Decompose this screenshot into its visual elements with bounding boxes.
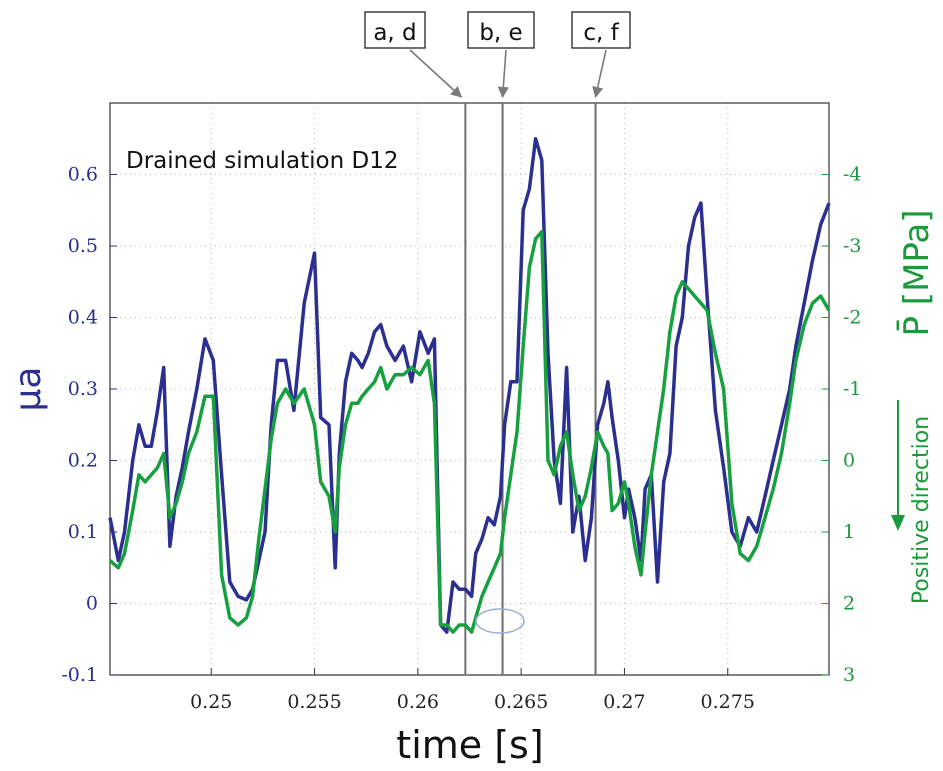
- left-tick-label: 0.3: [68, 378, 98, 400]
- right-axis-ticks: 3 2 1 0 -1 -2 -3 -4: [822, 164, 862, 686]
- right-tick-label: -3: [843, 235, 862, 257]
- right-tick-label: 1: [843, 521, 855, 543]
- right-tick-label: 2: [843, 593, 855, 615]
- x-axis-label: time [s]: [396, 723, 543, 767]
- left-tick-label: 0.2: [68, 450, 98, 472]
- event-markers: a, d b, e c, f: [364, 11, 631, 675]
- x-tick-label: 0.26: [397, 691, 439, 713]
- marker-label-box: [467, 11, 535, 49]
- chart-title: Drained simulation D12: [126, 148, 398, 174]
- marker-arrow: [497, 49, 509, 99]
- grid-lines: [110, 103, 829, 676]
- plot-area-frame: [109, 102, 830, 676]
- left-tick-label: 0.6: [68, 164, 98, 186]
- left-tick-label: 0.1: [68, 521, 98, 543]
- right-axis-label: P̄ [MPa]: [896, 210, 937, 337]
- right-tick-label: -1: [843, 378, 862, 400]
- x-tick-label: 0.25: [190, 691, 232, 713]
- left-axis-label: μa: [8, 367, 49, 412]
- x-axis-ticks: 0.25 0.255 0.26 0.265 0.27 0.275: [190, 668, 755, 713]
- left-tick-label: -0.1: [61, 664, 98, 686]
- x-tick-label: 0.27: [603, 691, 645, 713]
- positive-direction-arrowhead: [891, 515, 905, 531]
- series-pressure-line: [108, 229, 831, 634]
- x-tick-label: 0.265: [494, 691, 548, 713]
- right-tick-label: -4: [843, 164, 862, 186]
- marker-label-box: [364, 11, 426, 49]
- right-tick-label: 0: [843, 450, 855, 472]
- right-tick-label: 3: [843, 664, 855, 686]
- series-group: [108, 136, 831, 634]
- x-tick-label: 0.255: [287, 691, 341, 713]
- left-tick-label: 0.5: [68, 235, 98, 257]
- series-mu-line: [108, 136, 831, 634]
- left-tick-label: 0: [86, 593, 98, 615]
- left-axis-ticks: -0.1 0 0.1 0.2 0.3 0.4 0.5 0.6: [61, 164, 117, 686]
- marker-label: b, e: [479, 20, 522, 46]
- marker-label-box: [571, 11, 631, 49]
- highlight-ellipse: [475, 608, 525, 634]
- marker-arrow: [409, 49, 463, 98]
- right-tick-label: -2: [843, 307, 862, 329]
- positive-direction-label: Positive direction: [909, 416, 934, 604]
- marker-label: c, f: [583, 20, 619, 46]
- marker-label: a, d: [373, 20, 416, 46]
- marker-arrow: [592, 49, 607, 99]
- left-tick-label: 0.4: [68, 307, 98, 329]
- x-tick-label: 0.275: [701, 691, 755, 713]
